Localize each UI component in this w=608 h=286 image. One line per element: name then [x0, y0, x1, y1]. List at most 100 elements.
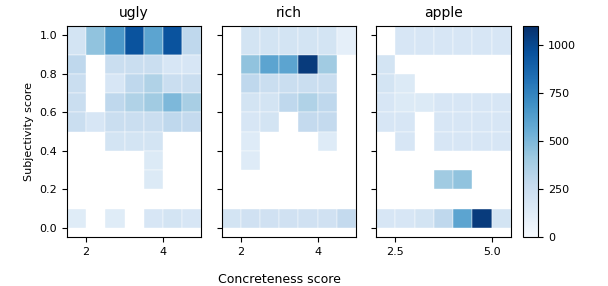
Bar: [279, 55, 299, 74]
Bar: [67, 112, 86, 132]
Bar: [105, 132, 125, 151]
Bar: [163, 74, 182, 93]
Bar: [241, 112, 260, 132]
Bar: [317, 132, 337, 151]
Bar: [67, 93, 86, 112]
Bar: [434, 26, 453, 55]
Bar: [317, 93, 337, 112]
Bar: [317, 55, 337, 74]
Bar: [395, 208, 415, 228]
Bar: [67, 208, 86, 228]
Bar: [86, 112, 105, 132]
Bar: [260, 112, 279, 132]
Bar: [105, 208, 125, 228]
Bar: [67, 55, 86, 74]
Bar: [317, 208, 337, 228]
Bar: [434, 93, 453, 112]
Bar: [143, 74, 163, 93]
Bar: [472, 112, 491, 132]
Bar: [105, 93, 125, 112]
Bar: [279, 93, 299, 112]
Bar: [434, 208, 453, 228]
Text: Concreteness score: Concreteness score: [218, 273, 341, 286]
Bar: [163, 208, 182, 228]
Bar: [491, 112, 511, 132]
Bar: [221, 208, 241, 228]
Bar: [337, 26, 356, 55]
Bar: [143, 151, 163, 170]
Bar: [163, 26, 182, 55]
Bar: [491, 26, 511, 55]
Bar: [472, 208, 491, 228]
Bar: [491, 208, 511, 228]
Bar: [395, 74, 415, 93]
Bar: [125, 26, 143, 55]
Bar: [105, 55, 125, 74]
Bar: [182, 208, 201, 228]
Bar: [453, 132, 472, 151]
Bar: [299, 208, 317, 228]
Bar: [182, 74, 201, 93]
Bar: [491, 93, 511, 112]
Bar: [453, 112, 472, 132]
Bar: [260, 55, 279, 74]
Bar: [299, 26, 317, 55]
Bar: [337, 208, 356, 228]
Bar: [434, 112, 453, 132]
Title: apple: apple: [424, 6, 463, 20]
Bar: [299, 74, 317, 93]
Bar: [143, 26, 163, 55]
Bar: [241, 74, 260, 93]
Bar: [453, 26, 472, 55]
Bar: [279, 74, 299, 93]
Bar: [317, 112, 337, 132]
Y-axis label: Subjectivity score: Subjectivity score: [24, 82, 34, 181]
Bar: [182, 93, 201, 112]
Bar: [376, 112, 395, 132]
Bar: [317, 74, 337, 93]
Bar: [376, 93, 395, 112]
Bar: [241, 26, 260, 55]
Bar: [395, 112, 415, 132]
Bar: [453, 208, 472, 228]
Bar: [453, 170, 472, 189]
Bar: [376, 55, 395, 74]
Bar: [241, 151, 260, 170]
Bar: [241, 208, 260, 228]
Bar: [472, 132, 491, 151]
Bar: [163, 93, 182, 112]
Bar: [279, 208, 299, 228]
Bar: [415, 208, 434, 228]
Bar: [105, 112, 125, 132]
Bar: [125, 112, 143, 132]
Bar: [125, 132, 143, 151]
Bar: [491, 132, 511, 151]
Bar: [163, 112, 182, 132]
Bar: [143, 93, 163, 112]
Bar: [415, 93, 434, 112]
Bar: [143, 170, 163, 189]
Bar: [182, 26, 201, 55]
Bar: [143, 132, 163, 151]
Bar: [241, 93, 260, 112]
Bar: [67, 74, 86, 93]
Bar: [105, 26, 125, 55]
Bar: [317, 26, 337, 55]
Bar: [125, 74, 143, 93]
Bar: [241, 132, 260, 151]
Bar: [143, 208, 163, 228]
Bar: [472, 93, 491, 112]
Bar: [260, 74, 279, 93]
Bar: [260, 26, 279, 55]
Bar: [241, 55, 260, 74]
Bar: [67, 26, 86, 55]
Bar: [125, 93, 143, 112]
Bar: [453, 93, 472, 112]
Bar: [376, 74, 395, 93]
Bar: [279, 26, 299, 55]
Bar: [163, 55, 182, 74]
Title: ugly: ugly: [119, 6, 149, 20]
Bar: [415, 26, 434, 55]
Bar: [299, 112, 317, 132]
Bar: [395, 132, 415, 151]
